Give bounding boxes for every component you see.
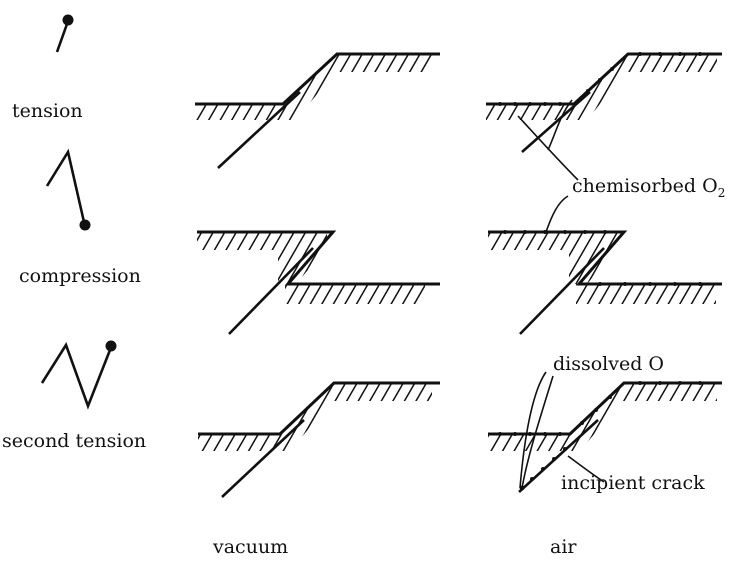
compression-cycle-icon [45, 148, 91, 231]
annotation-leaders [517, 99, 605, 489]
chemisorbed-label: chemisorbed O2 [572, 175, 725, 200]
tension-cycle-icon [55, 14, 74, 53]
chemisorbed-dots-compression [503, 230, 702, 286]
chemisorbed-dots-tension [498, 52, 702, 106]
column-label-air: air [550, 536, 577, 558]
row-label-second-tension: second tension [2, 430, 146, 452]
vacuum-second-tension-step [198, 381, 440, 498]
chemisorbed-dots-second-tension [498, 381, 702, 436]
air-tension-step [486, 52, 722, 153]
row-label-tension: tension [12, 100, 83, 122]
vacuum-tension-step [195, 52, 440, 169]
dissolved-oxygen-label: dissolved O [553, 353, 664, 375]
row-label-compression: compression [19, 265, 141, 287]
air-compression-step [488, 230, 722, 335]
incipient-crack-label: incipient crack [561, 472, 705, 494]
column-label-vacuum: vacuum [212, 536, 288, 558]
vacuum-compression-step [197, 230, 440, 335]
second-tension-cycle-icon [40, 340, 117, 410]
air-second-tension-step [488, 381, 722, 493]
